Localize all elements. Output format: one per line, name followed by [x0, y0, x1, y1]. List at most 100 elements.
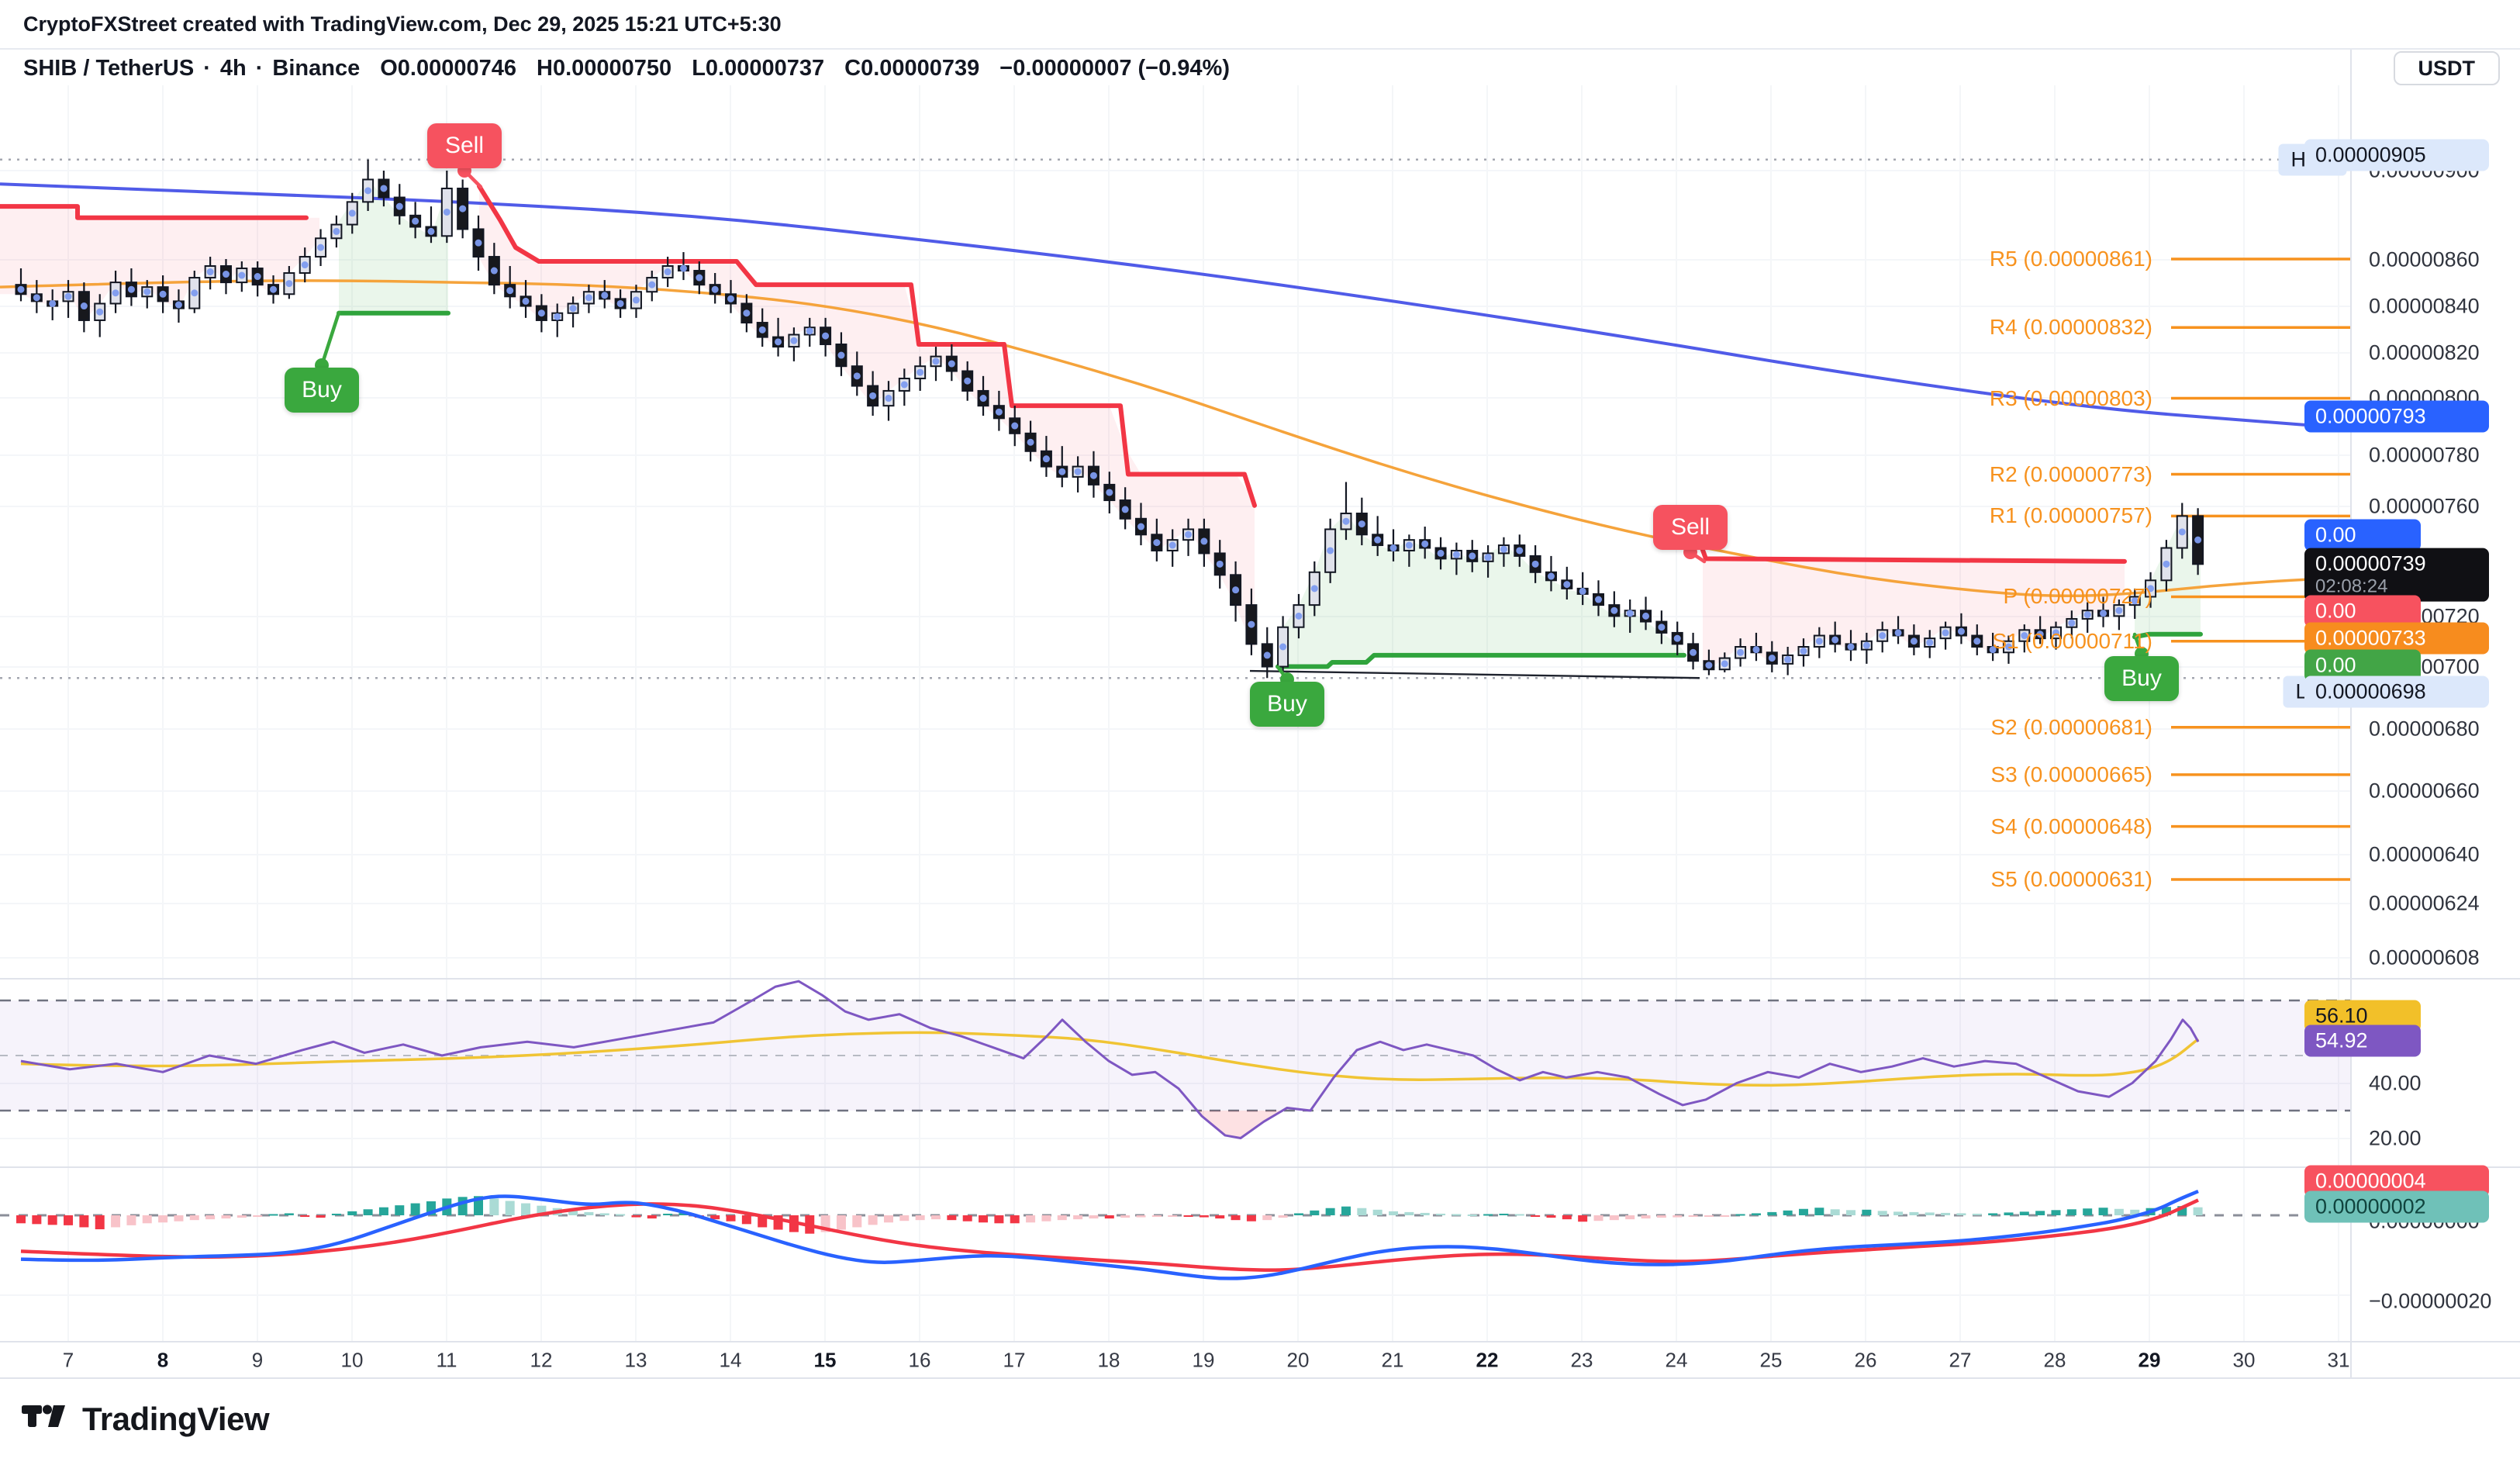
candle [1340, 482, 1352, 541]
candle [1987, 632, 1999, 662]
candle [1024, 420, 1037, 461]
candle [1182, 518, 1195, 556]
candle [1245, 588, 1258, 655]
low-price-badge: 0.00000698 [2304, 676, 2489, 708]
pivot-label: P (0.00000727) [2003, 584, 2152, 609]
candle [977, 375, 989, 416]
pivot-label: R2 (0.00000773) [1989, 461, 2152, 486]
pivot-lines-layer [0, 158, 2351, 881]
pivot-label: R3 (0.00000803) [1989, 385, 2152, 410]
candle [425, 206, 437, 244]
blue-ma-badge: 0.00000793 [2304, 400, 2489, 433]
candle [62, 280, 74, 318]
pivot-label: R1 (0.00000757) [1989, 503, 2152, 528]
candle [1387, 529, 1400, 562]
price-tick: 0.00000608 [2369, 945, 2480, 969]
candle [1593, 580, 1604, 617]
pivot-label: S3 (0.00000665) [1990, 762, 2152, 786]
candle [2002, 635, 2014, 664]
high-price-badge: 0.00000905 [2304, 139, 2489, 171]
candle [1735, 638, 1747, 667]
time-label-18: 18 [1097, 1348, 1120, 1372]
price-tick: 0.00000760 [2369, 494, 2480, 518]
time-label-26: 26 [1854, 1348, 1877, 1372]
candle [930, 347, 942, 382]
separator: · [203, 55, 211, 81]
candle [1924, 630, 1936, 658]
interval-label[interactable]: 4h [219, 55, 247, 81]
candle [346, 192, 358, 234]
price-tick: 0.00000820 [2369, 340, 2480, 365]
candle [299, 247, 311, 283]
candle [1640, 596, 1652, 631]
indicator-zero-badge-blue: 0.00 [2304, 519, 2421, 551]
candle [1687, 632, 1700, 670]
candle [1087, 451, 1099, 498]
time-label-9: 9 [251, 1348, 264, 1372]
candle [1860, 632, 1873, 664]
candle [582, 285, 595, 313]
pivot-value-badge: 0.00000733 [2304, 622, 2489, 655]
candle [2192, 508, 2204, 575]
candle [630, 285, 642, 318]
candle [599, 280, 611, 309]
time-label-27: 27 [1949, 1348, 1972, 1372]
candle [1198, 518, 1210, 567]
candle [1561, 566, 1573, 600]
time-label-16: 16 [908, 1348, 931, 1372]
pivot-label: S4 (0.00000648) [1990, 814, 2152, 838]
candle [1529, 545, 1541, 583]
candle [867, 371, 879, 416]
candle [1545, 555, 1557, 592]
candle [409, 202, 422, 239]
time-label-25: 25 [1759, 1348, 1783, 1372]
time-label-20: 20 [1286, 1348, 1310, 1372]
candle [1166, 529, 1179, 567]
candle [1403, 534, 1415, 567]
candle [2128, 588, 2141, 619]
candle [1624, 600, 1636, 633]
pivot-label: S2 (0.00000681) [1990, 714, 2152, 739]
candle [1971, 624, 1983, 655]
price-tick: 0.00000640 [2369, 842, 2480, 866]
candle [2097, 596, 2110, 627]
price-tick: 0.00000840 [2369, 294, 2480, 318]
open-value: O0.00000746 [380, 55, 517, 81]
candle [1782, 647, 1794, 676]
candle [1230, 561, 1242, 622]
candle [1718, 652, 1731, 672]
pivot-label: R5 (0.00000861) [1989, 247, 2152, 271]
attribution-text: CryptoFXStreet created with TradingView.… [23, 12, 782, 36]
candle [677, 252, 689, 281]
candle [1876, 621, 1889, 653]
time-axis[interactable] [0, 1342, 2351, 1378]
candle [1372, 516, 1384, 556]
candle [1072, 456, 1084, 492]
candle [1324, 518, 1337, 583]
candle [188, 271, 201, 313]
macd-tick: −0.00000020 [2369, 1289, 2492, 1313]
candle [504, 266, 516, 309]
candle [109, 271, 122, 313]
candle [945, 344, 958, 382]
candle [803, 317, 816, 347]
price-axis[interactable] [2351, 85, 2520, 1342]
time-label-8: 8 [157, 1348, 169, 1372]
currency-toggle-button[interactable]: USDT [2393, 51, 2500, 85]
candle [835, 332, 847, 376]
candle [2176, 503, 2188, 559]
footer: TradingView [22, 1401, 270, 1438]
candle [1845, 630, 1857, 662]
candle [2034, 616, 2046, 644]
candle [1797, 638, 1810, 667]
change-readout: −0.00000007 (−0.94%) [999, 55, 1230, 81]
high-value: H0.00000750 [537, 55, 672, 81]
symbol-title[interactable]: SHIB / TetherUS [23, 55, 195, 81]
candle [472, 215, 485, 271]
candle [251, 261, 264, 297]
rsi-value-badge: 54.92 [2304, 1025, 2421, 1057]
time-label-30: 30 [2232, 1348, 2256, 1372]
candle [15, 268, 27, 302]
time-label-24: 24 [1665, 1348, 1688, 1372]
